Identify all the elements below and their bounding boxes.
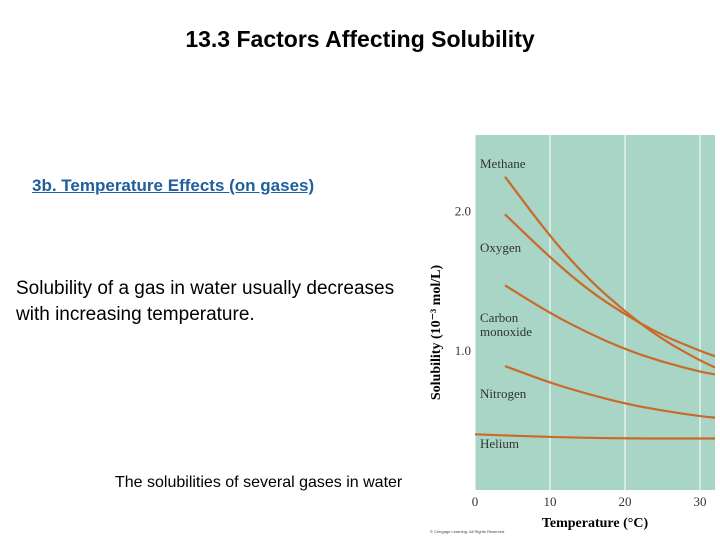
copyright-note: © Cengage Learning. All Rights Reserved. (430, 529, 505, 534)
series-label-carbon-monoxide: Carbon monoxide (480, 310, 532, 339)
figure-caption: The solubilities of several gases in wat… (115, 474, 403, 491)
solubility-chart: Methane Oxygen Carbon monoxide Nitrogen Heliu… (429, 135, 715, 534)
x-tick-10: 10 (544, 494, 557, 509)
body-text: Solubility of a gas in water usually dec… (16, 278, 395, 325)
axis-ticks: 0 10 20 30 1.0 2.0 (455, 204, 707, 509)
series-lines (474, 176, 715, 440)
series-line-nitrogen (504, 365, 715, 419)
y-tick-2.0: 2.0 (455, 204, 471, 219)
x-tick-30: 30 (694, 494, 707, 509)
x-axis-label: Temperature (°C) (542, 516, 649, 531)
series-line-carbon-monoxide (504, 284, 715, 376)
slide-title: 13.3 Factors Affecting Solubility (185, 26, 535, 52)
x-tick-0: 0 (472, 494, 479, 509)
series-label-helium: Helium (480, 436, 519, 451)
y-tick-1.0: 1.0 (455, 343, 471, 358)
series-label-oxygen: Oxygen (480, 240, 522, 255)
series-label-nitrogen: Nitrogen (480, 386, 527, 401)
plot-background (475, 135, 715, 490)
subheading-link[interactable]: 3b. Temperature Effects (on gases) (32, 176, 315, 195)
x-tick-20: 20 (619, 494, 632, 509)
series-line-methane (504, 176, 715, 369)
series-label-methane: Methane (480, 156, 526, 171)
series-line-oxygen (504, 213, 715, 358)
y-axis-label: Solubility (10⁻³ mol/L) (429, 265, 444, 401)
series-labels: Methane Oxygen Carbon monoxide Nitrogen Heliu… (480, 156, 532, 451)
series-line-helium (474, 433, 715, 440)
